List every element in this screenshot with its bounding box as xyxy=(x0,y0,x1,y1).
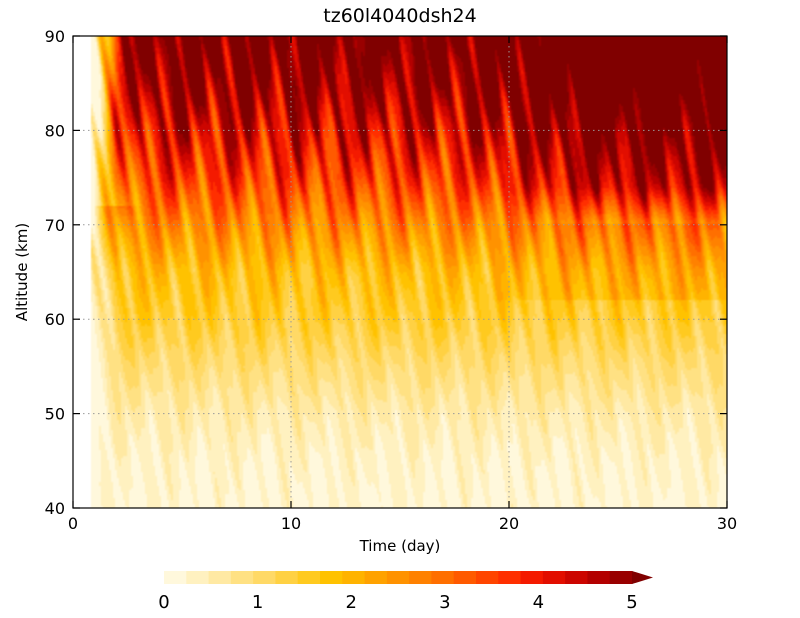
x-tick-label: 30 xyxy=(717,514,737,533)
colorbar-swatch xyxy=(498,571,522,584)
grid-lines xyxy=(73,36,727,508)
colorbar-extend-arrow xyxy=(632,571,653,584)
heatmap-field xyxy=(73,36,727,508)
colorbar-swatch xyxy=(587,571,611,584)
plot-area xyxy=(72,35,728,509)
y-tick-label: 60 xyxy=(45,310,65,329)
colorbar-tick-label: 0 xyxy=(158,592,169,613)
x-tick-label: 20 xyxy=(499,514,519,533)
chart-title: tz60l4040dsh24 xyxy=(323,5,476,27)
colorbar-swatch xyxy=(186,571,210,584)
colorbar-swatch xyxy=(609,571,633,584)
y-tick-label: 70 xyxy=(45,216,65,235)
colorbar-swatch xyxy=(297,571,321,584)
x-axis: 0 10 20 30 xyxy=(68,36,737,533)
y-tick-label: 40 xyxy=(45,499,65,518)
colorbar-tick-label: 4 xyxy=(533,592,544,613)
plot-frame xyxy=(72,35,728,509)
colorbar-swatch xyxy=(208,571,232,584)
y-axis: 40 50 60 70 80 90 xyxy=(45,27,727,518)
x-axis-label: Time (day) xyxy=(359,537,441,555)
colorbar-swatch xyxy=(542,571,566,584)
x-tick-label: 10 xyxy=(281,514,301,533)
colorbar-swatch xyxy=(520,571,544,584)
colorbar: 0 1 2 3 4 5 xyxy=(158,571,653,613)
colorbar-tick-label: 2 xyxy=(345,592,356,613)
colorbar-swatch xyxy=(253,571,276,584)
colorbar-tick-label: 1 xyxy=(252,592,263,613)
colorbar-swatch xyxy=(342,571,366,584)
x-tick-label: 0 xyxy=(68,514,78,533)
colorbar-swatch xyxy=(386,571,410,584)
y-tick-label: 90 xyxy=(45,27,65,46)
colorbar-swatch xyxy=(164,571,187,584)
colorbar-swatch xyxy=(476,571,499,584)
y-axis-label: Altitude (km) xyxy=(13,223,31,321)
colorbar-swatch xyxy=(453,571,477,584)
colorbar-swatch xyxy=(320,571,343,584)
y-tick-label: 80 xyxy=(45,121,65,140)
colorbar-swatch xyxy=(275,571,299,584)
colorbar-swatch xyxy=(364,571,388,584)
colorbar-swatch xyxy=(230,571,254,584)
colorbar-tick-label: 5 xyxy=(626,592,637,613)
colorbar-swatch xyxy=(565,571,588,584)
y-tick-label: 50 xyxy=(45,405,65,424)
colorbar-swatch xyxy=(431,571,455,584)
colorbar-swatch xyxy=(409,571,432,584)
colorbar-tick-label: 3 xyxy=(439,592,450,613)
